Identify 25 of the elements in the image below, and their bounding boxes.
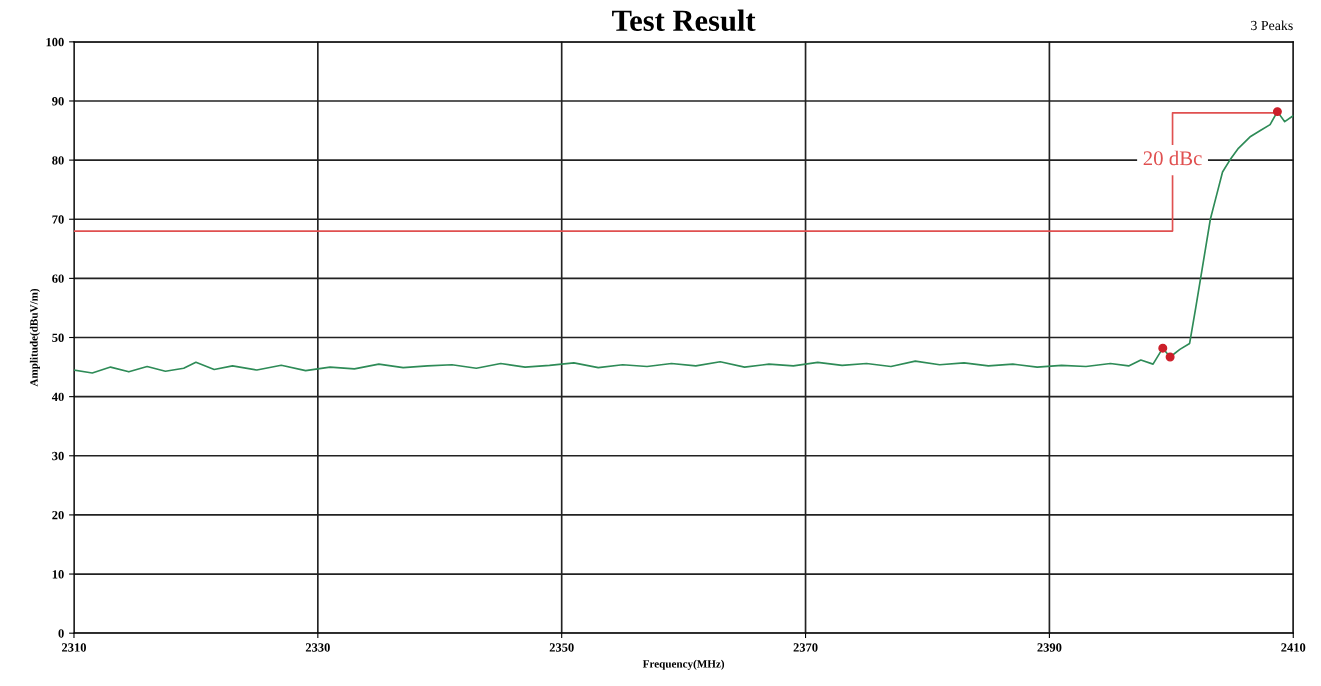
x-tick-label: 2410 [1281, 643, 1306, 652]
x-axis-title: Frequency(MHz) [642, 659, 725, 670]
y-tick-label: 20 [52, 510, 64, 520]
x-tick-label: 2390 [1037, 643, 1062, 652]
y-axis-title: Amplitude(dBuV/m) [29, 288, 40, 387]
y-tick-label: 10 [52, 570, 64, 579]
y-tick-label: 90 [52, 97, 64, 106]
y-tick-label: 60 [52, 274, 64, 283]
chart-title: Test Result [612, 9, 756, 32]
point [1272, 107, 1282, 117]
y-tick-label: 30 [52, 451, 64, 461]
x-tick-label: 2330 [305, 643, 330, 652]
y-tick-label: 0 [58, 629, 64, 638]
x-tick-label: 2310 [62, 643, 86, 652]
y-tick-label: 40 [51, 392, 64, 402]
y-tick-label: 80 [52, 156, 64, 165]
annotation: 20 dBc [1143, 150, 1202, 166]
x-tick-label: 2370 [793, 643, 818, 652]
point [1165, 352, 1175, 362]
text: 3 Peaks [1251, 20, 1293, 31]
y-tick-label: 70 [52, 215, 64, 224]
y-tick-label: 100 [46, 37, 64, 47]
point [1158, 343, 1168, 353]
y-tick-label: 50 [52, 333, 64, 342]
x-tick-label: 2350 [549, 643, 574, 652]
